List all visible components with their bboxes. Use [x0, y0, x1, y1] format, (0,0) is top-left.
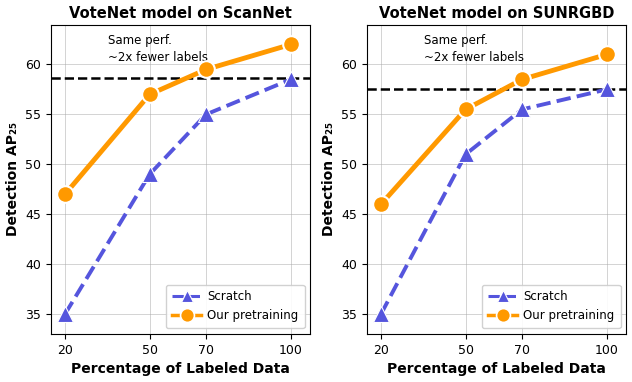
Text: Same perf.
~2x fewer labels: Same perf. ~2x fewer labels [108, 34, 208, 64]
Legend: Scratch, Our pretraining: Scratch, Our pretraining [482, 285, 621, 328]
Title: VoteNet model on ScanNet: VoteNet model on ScanNet [69, 6, 292, 21]
Y-axis label: Detection AP₂₅: Detection AP₂₅ [322, 122, 336, 236]
X-axis label: Percentage of Labeled Data: Percentage of Labeled Data [387, 363, 606, 376]
Y-axis label: Detection AP₂₅: Detection AP₂₅ [6, 122, 20, 236]
Text: Same perf.
~2x fewer labels: Same perf. ~2x fewer labels [424, 34, 524, 64]
Title: VoteNet model on SUNRGBD: VoteNet model on SUNRGBD [379, 6, 614, 21]
X-axis label: Percentage of Labeled Data: Percentage of Labeled Data [71, 363, 290, 376]
Legend: Scratch, Our pretraining: Scratch, Our pretraining [166, 285, 305, 328]
